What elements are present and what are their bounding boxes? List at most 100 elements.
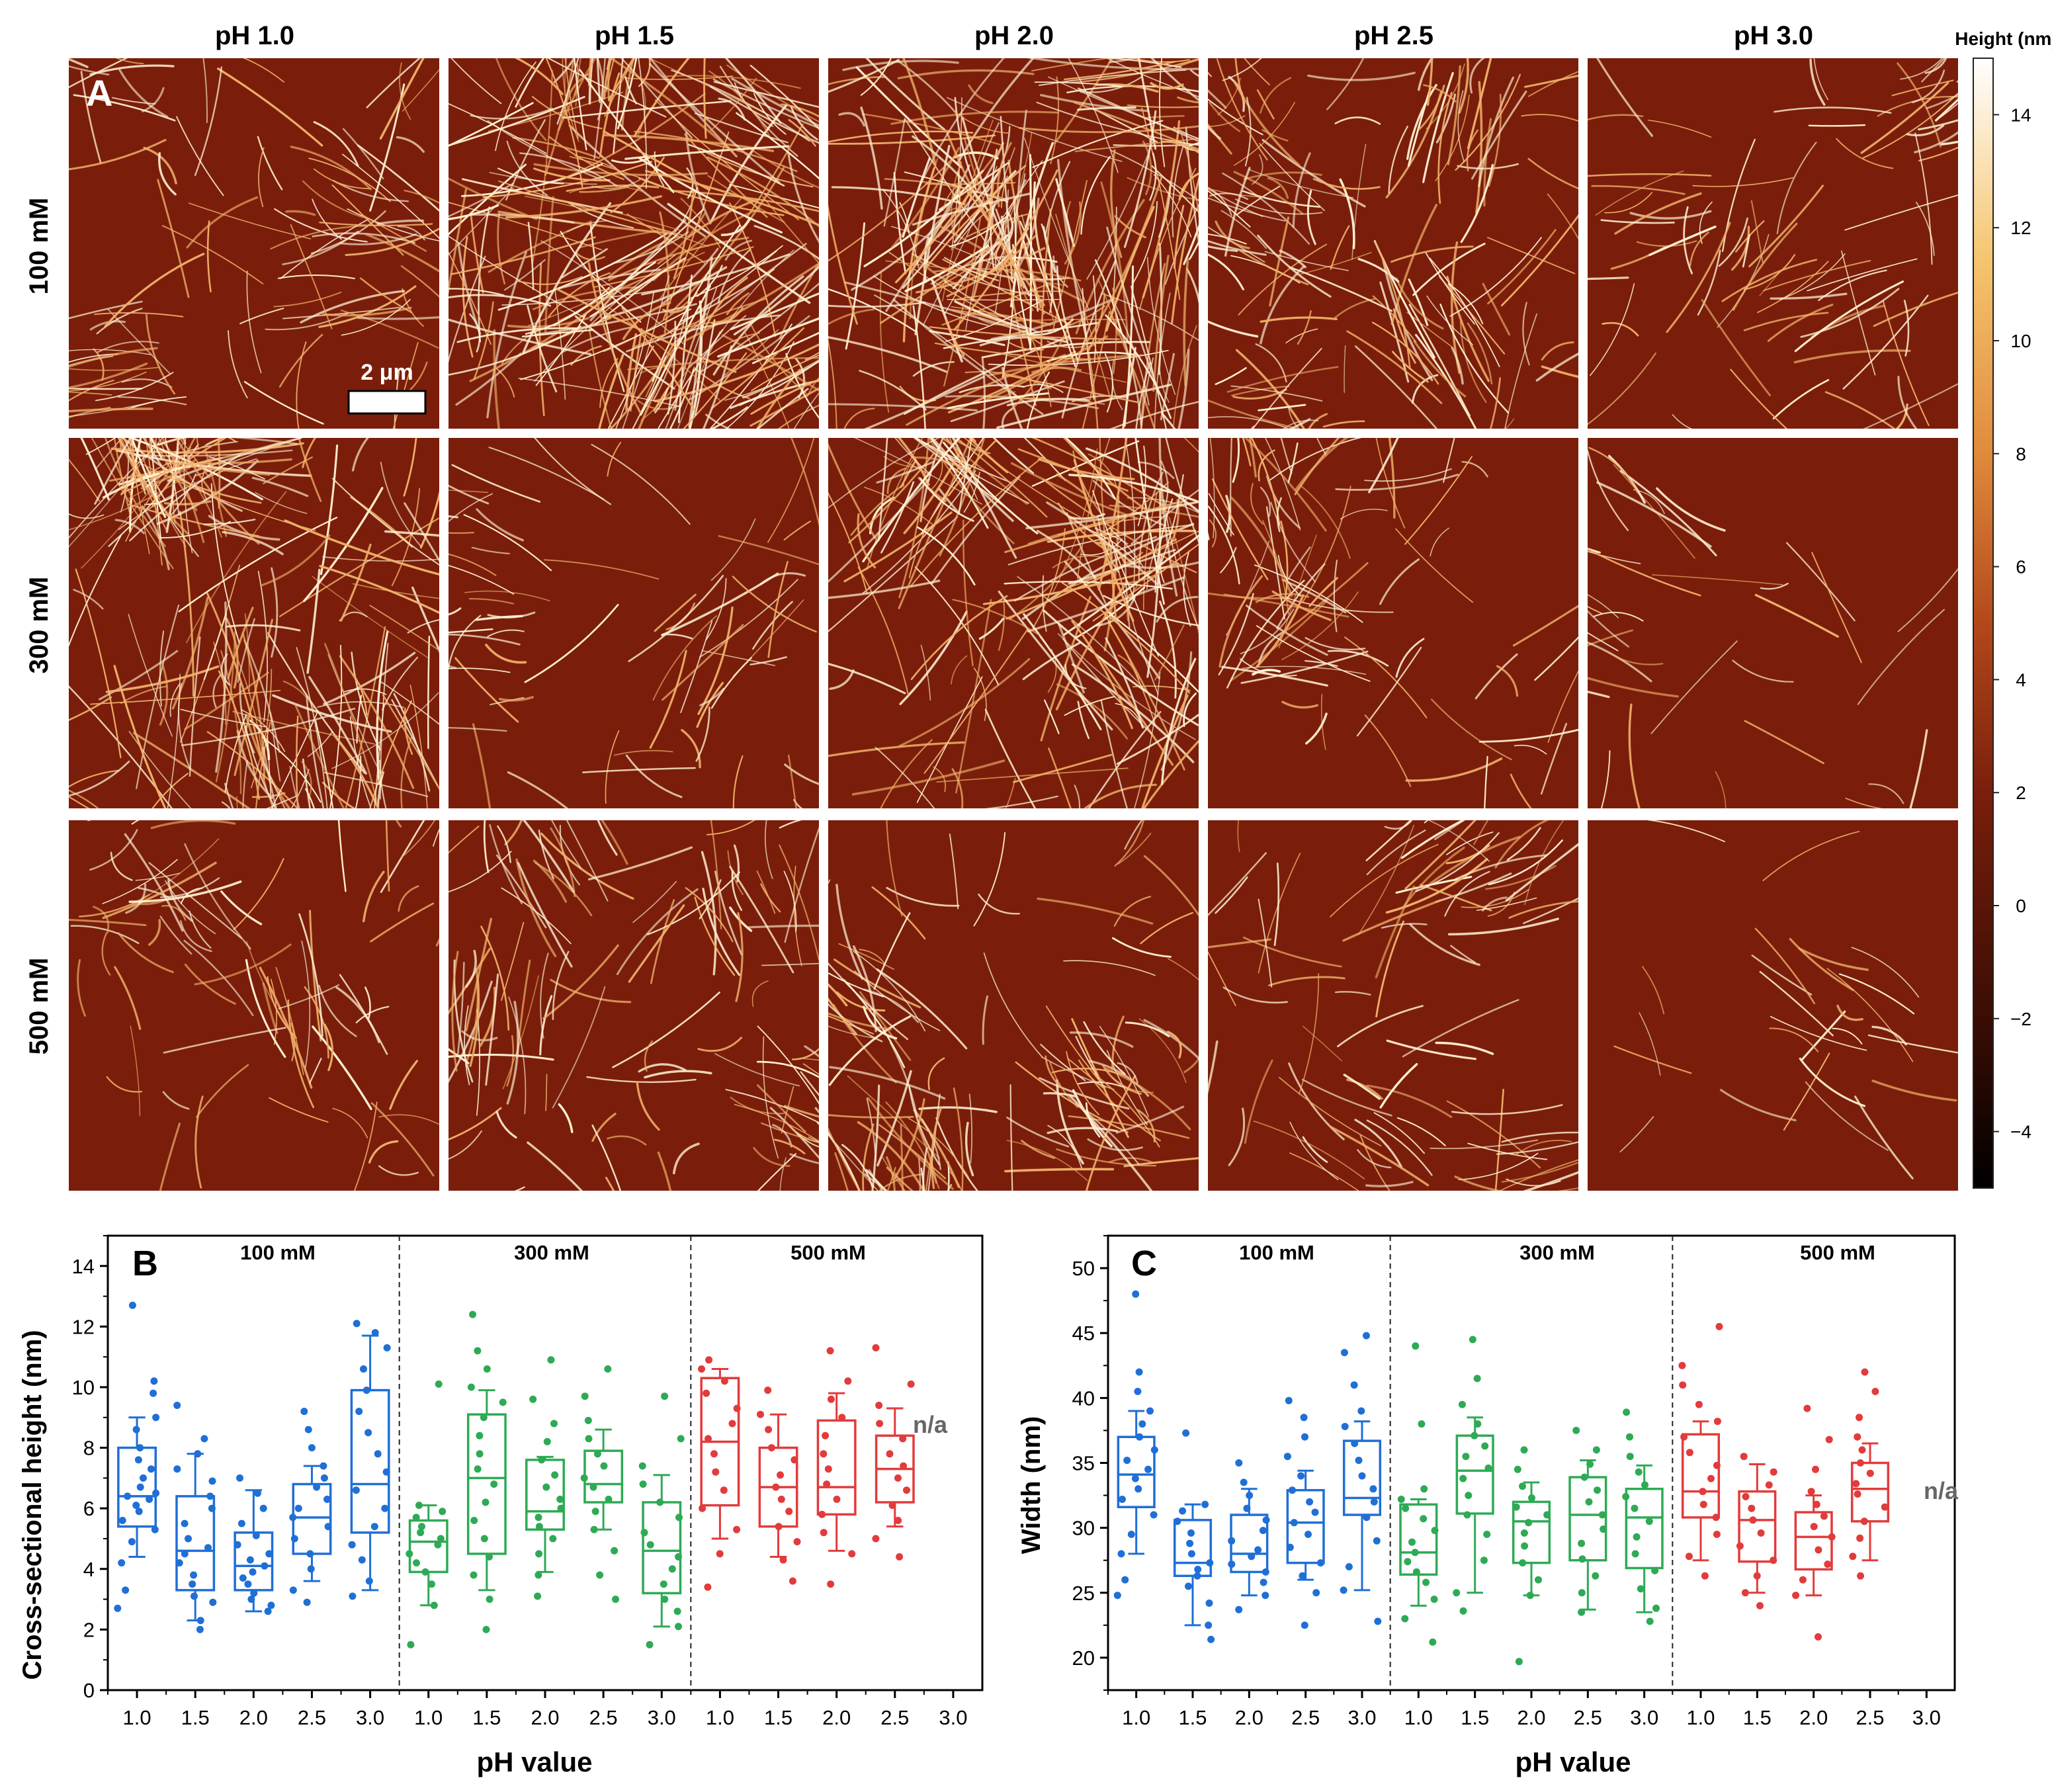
fibril: [751, 355, 819, 392]
fibril: [620, 58, 635, 131]
x-tick-label: 1.5: [1178, 1706, 1207, 1729]
fibril: [1172, 142, 1185, 237]
data-point: [716, 1550, 724, 1558]
fibril: [1783, 1052, 1830, 1131]
fibril: [1069, 1095, 1153, 1191]
fibril: [1154, 624, 1185, 681]
fibril: [1172, 325, 1197, 429]
fibril: [1175, 58, 1199, 69]
x-tick-label: 1.5: [472, 1706, 501, 1729]
fibril: [69, 796, 90, 808]
data-point: [439, 1508, 447, 1515]
data-point: [1815, 1546, 1822, 1554]
fibril: [1458, 58, 1469, 114]
fibril: [1209, 192, 1249, 200]
fibril: [159, 1123, 181, 1191]
fibril: [1918, 119, 1958, 131]
fibril: [149, 438, 151, 458]
fibril: [1243, 171, 1322, 181]
fibril: [404, 502, 439, 563]
fibrils: [828, 820, 1199, 1191]
data-point: [1525, 1519, 1533, 1527]
fibril: [186, 491, 287, 644]
scale-bar: 2 μm: [347, 360, 427, 415]
fibril: [1040, 1043, 1086, 1082]
data-point: [480, 1414, 488, 1422]
fibril: [1364, 468, 1452, 482]
fibril: [591, 444, 691, 525]
fibril: [717, 317, 819, 358]
fibril: [1047, 1125, 1083, 1170]
afm-image: [1588, 820, 1958, 1191]
fibril: [828, 76, 886, 85]
fibril: [958, 438, 973, 515]
fibril: [1365, 1181, 1414, 1187]
box: [466, 1413, 507, 1555]
fibril: [75, 0, 170, 42]
data-point: [118, 1559, 126, 1567]
data-point: [365, 1577, 373, 1585]
fibril: [464, 1005, 470, 1086]
fibril: [378, 1114, 439, 1125]
fibril: [1209, 101, 1240, 132]
data-point: [1404, 1558, 1412, 1566]
fibril: [538, 830, 554, 880]
fibril: [1488, 93, 1502, 187]
fibril: [449, 727, 507, 732]
fibrils: [69, 0, 439, 429]
fibril: [859, 991, 912, 1061]
fibril: [1283, 419, 1319, 429]
fibrils: [828, 438, 1199, 808]
fibril: [475, 615, 523, 621]
data-point: [1871, 1388, 1879, 1395]
fibril: [628, 904, 685, 983]
data-point: [646, 1641, 654, 1648]
fibril: [756, 1084, 806, 1133]
fibril: [228, 329, 248, 399]
y-tick-label: 2: [83, 1618, 95, 1641]
fibril: [1095, 596, 1136, 627]
data-point: [470, 1517, 478, 1524]
fibril: [615, 291, 654, 429]
data-point: [412, 1514, 420, 1521]
x-tick-label: 3.0: [939, 1706, 967, 1729]
fibril: [1304, 637, 1366, 651]
fibril: [1308, 413, 1328, 429]
data-point: [1187, 1550, 1195, 1558]
fibril: [255, 491, 308, 514]
fibril: [341, 298, 411, 336]
fibril: [469, 292, 615, 382]
data-point: [190, 1571, 198, 1579]
fibril: [135, 873, 181, 881]
box-100mm-ph1.0: [1113, 1290, 1158, 1600]
fibril: [757, 1153, 796, 1191]
fibril: [987, 354, 1143, 377]
fibril: [370, 902, 435, 943]
fibril: [163, 500, 212, 505]
fibril: [157, 179, 190, 298]
data-point: [264, 1607, 272, 1615]
data-point: [1246, 1492, 1254, 1500]
fibril: [150, 820, 236, 830]
fibril: [449, 667, 511, 673]
fibril: [1308, 577, 1338, 607]
data-point: [136, 1444, 144, 1452]
fibril: [1395, 277, 1444, 330]
fibril: [867, 1097, 954, 1190]
fibril: [1863, 383, 1958, 429]
data-point: [1370, 1498, 1378, 1506]
x-tick-label: 2.5: [298, 1706, 326, 1729]
data-point: [435, 1380, 443, 1388]
fibril: [1113, 896, 1152, 927]
fibril: [449, 628, 493, 634]
fibril: [1056, 159, 1088, 339]
fibril: [548, 272, 611, 318]
data-point: [1514, 1465, 1521, 1473]
fibril: [1215, 876, 1248, 914]
fibril: [605, 58, 615, 92]
fibril: [940, 438, 962, 454]
fibril: [1379, 558, 1420, 605]
fibril: [942, 259, 1071, 325]
fibril: [622, 301, 671, 341]
fibril: [533, 167, 611, 182]
